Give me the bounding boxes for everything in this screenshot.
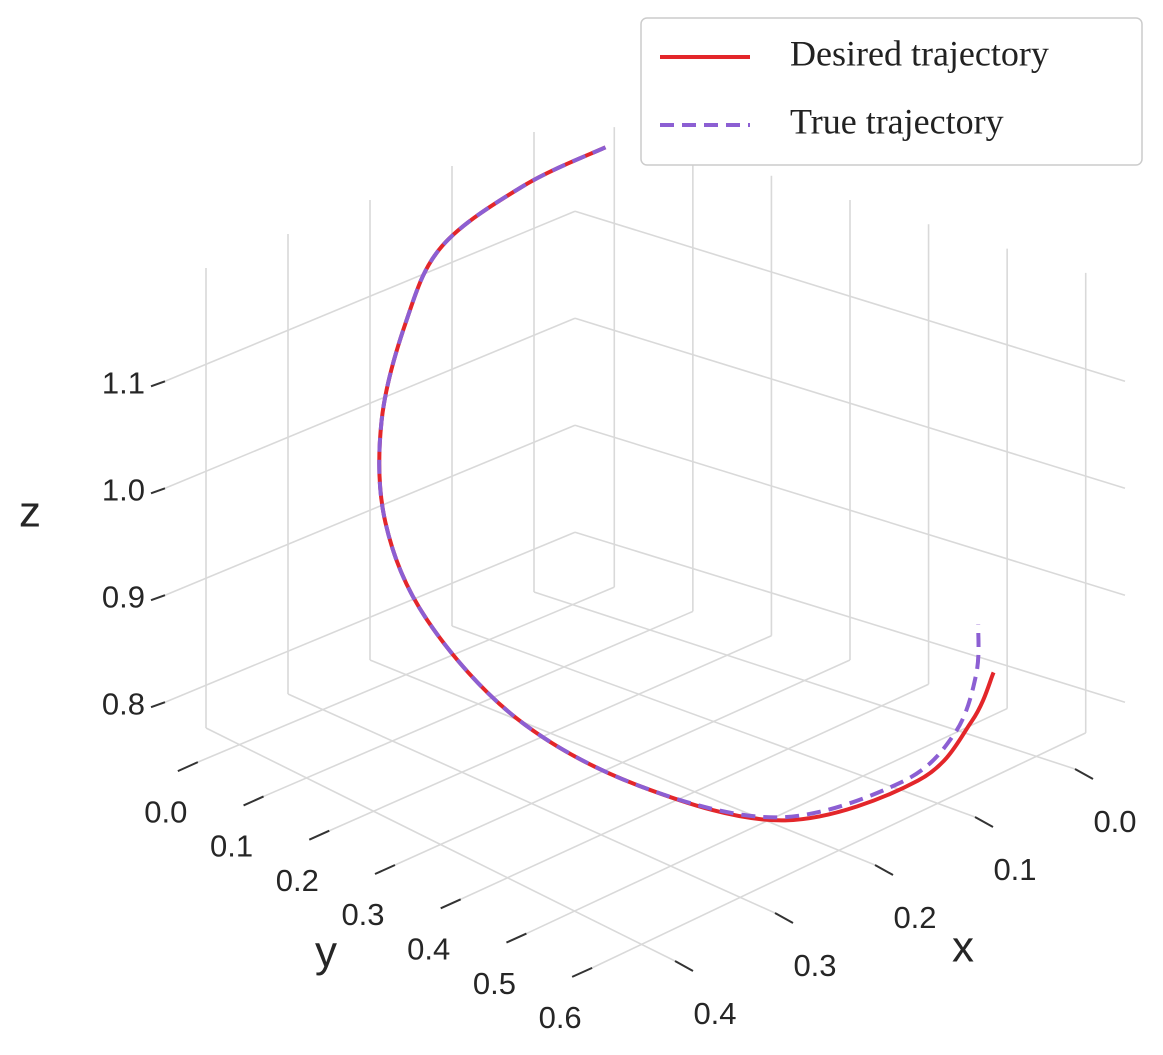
z-tick-mark <box>150 701 166 709</box>
trajectory-line <box>377 145 981 820</box>
x-tick-mark <box>774 912 794 924</box>
grid-line <box>574 424 1126 596</box>
legend-label: True trajectory <box>790 101 1004 141</box>
z-tick-mark <box>150 487 166 495</box>
x-axis-label: x <box>952 923 974 972</box>
grid-line <box>164 317 576 489</box>
x-tick-label: 0.0 <box>1093 804 1136 839</box>
grid-line <box>574 210 1126 383</box>
x-tick-label: 0.3 <box>793 948 836 983</box>
y-axis-label: y <box>315 928 337 977</box>
z-tick-label: 0.9 <box>102 579 145 614</box>
legend-label: Desired trajectory <box>790 33 1049 73</box>
grid-line <box>394 659 851 866</box>
grid-line <box>197 586 615 763</box>
grid-line <box>574 317 1126 490</box>
y-tick-mark <box>506 932 527 944</box>
trajectory-line <box>377 145 996 823</box>
y-tick-label: 0.5 <box>473 966 516 1001</box>
y-tick-mark <box>308 829 330 841</box>
grid-line <box>591 732 1087 969</box>
legend-frame <box>640 17 1143 166</box>
grid-line <box>328 634 772 832</box>
x-tick-label: 0.4 <box>693 996 736 1031</box>
z-tick-label: 1.0 <box>102 472 145 507</box>
legend: Desired trajectory True trajectory <box>640 17 1143 166</box>
grid-line <box>164 424 576 596</box>
y-tick-label: 0.0 <box>144 794 187 829</box>
z-tick-label: 0.8 <box>102 686 145 721</box>
x-tick-mark <box>874 864 894 876</box>
y-tick-label: 0.6 <box>539 1000 582 1035</box>
grid-line <box>164 210 576 383</box>
y-tick-label: 0.3 <box>341 897 384 932</box>
z-tick-mark <box>150 380 166 388</box>
x-tick-label: 0.1 <box>993 852 1036 887</box>
grid-line <box>164 531 576 703</box>
y-tick-mark <box>571 966 593 978</box>
y-tick-label: 0.4 <box>407 931 450 966</box>
y-tick-mark <box>440 898 462 910</box>
z-axis-label: z <box>19 488 41 537</box>
z-tick-mark <box>150 594 166 602</box>
y-tick-label: 0.1 <box>210 829 253 864</box>
grid-line <box>460 683 929 901</box>
y-tick-mark <box>374 864 396 875</box>
x-tick-mark <box>1074 768 1094 780</box>
y-tick-mark <box>243 795 264 807</box>
x-tick-mark <box>974 816 994 828</box>
x-tick-label: 0.2 <box>893 900 936 935</box>
x-tick-mark <box>674 960 694 972</box>
y-tick-label: 0.2 <box>276 863 319 898</box>
lines <box>377 145 996 823</box>
ticks: 0.0 0.1 0.2 0.3 0.4 0.0 0.1 0.2 0.3 0.4 0.5 0.6 0.8 0… <box>102 365 1137 1035</box>
grid-line <box>263 610 694 798</box>
grid-line <box>574 531 1126 703</box>
y-tick-mark <box>177 761 199 773</box>
z-tick-label: 1.1 <box>102 365 145 400</box>
